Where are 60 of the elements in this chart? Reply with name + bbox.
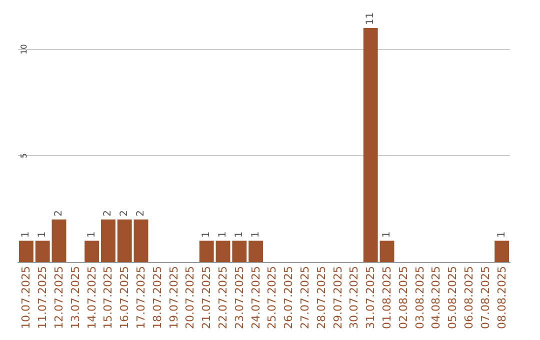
- data-label: 1: [218, 231, 228, 238]
- x-tick-label: 08.08.2025: [495, 266, 508, 330]
- x-tick-label: 14.07.2025: [85, 266, 98, 330]
- data-label: 1: [86, 231, 98, 238]
- x-tick-label: 10.07.2025: [20, 266, 33, 330]
- x-tick-label: 15.07.2025: [102, 266, 115, 330]
- x-tick-label: 19.07.2025: [167, 266, 180, 330]
- x-tick-label: 12.07.2025: [52, 266, 66, 330]
- bar: [18, 240, 34, 262]
- data-label: 1: [37, 231, 48, 238]
- data-label: 1: [201, 231, 212, 238]
- y-tick-label: 10: [20, 44, 28, 54]
- bar: [248, 240, 264, 262]
- x-tick-label: 28.07.2025: [314, 266, 328, 330]
- bar: [494, 240, 510, 262]
- x-tick-label: 24.07.2025: [249, 266, 262, 330]
- bar: [52, 219, 66, 262]
- bar: [100, 219, 116, 262]
- x-tick-label: 22.07.2025: [216, 266, 230, 330]
- data-label: 2: [102, 210, 114, 216]
- x-tick-label: 27.07.2025: [298, 266, 312, 330]
- bar: [35, 240, 50, 262]
- x-tick-label: 29.07.2025: [331, 266, 344, 330]
- x-tick-label: 21.07.2025: [200, 266, 214, 330]
- bar: [117, 219, 132, 262]
- bar: [363, 28, 378, 262]
- x-tick-label: 03.08.2025: [413, 266, 426, 330]
- data-label: 1: [20, 231, 32, 238]
- x-tick-label: 26.07.2025: [282, 266, 296, 330]
- x-tick-label: 13.07.2025: [68, 266, 82, 330]
- bar: [232, 240, 247, 262]
- x-tick-label: 07.08.2025: [478, 266, 492, 330]
- data-label: 2: [54, 210, 64, 216]
- x-tick-label: 25.07.2025: [266, 266, 279, 330]
- bar: [380, 240, 394, 262]
- data-label: 2: [119, 210, 130, 216]
- x-tick-label: 16.07.2025: [118, 266, 132, 330]
- x-tick-label: 23.07.2025: [232, 266, 246, 330]
- x-tick-label: 18.07.2025: [150, 266, 164, 330]
- data-label: 11: [365, 12, 376, 25]
- x-tick-label: 11.07.2025: [36, 266, 50, 330]
- bar: [134, 219, 148, 262]
- x-tick-label: 31.07.2025: [364, 266, 378, 330]
- x-tick-label: 01.08.2025: [380, 266, 394, 330]
- x-tick-label: 20.07.2025: [184, 266, 197, 330]
- x-tick-label: 17.07.2025: [134, 266, 148, 330]
- x-tick-label: 04.08.2025: [430, 266, 443, 330]
- x-tick-label: 06.08.2025: [462, 266, 476, 330]
- data-label: 1: [234, 231, 245, 238]
- bar: [199, 240, 214, 262]
- bar: [84, 240, 100, 262]
- data-label: 1: [250, 231, 262, 238]
- x-tick-label: 30.07.2025: [348, 266, 361, 330]
- x-tick-label: 05.08.2025: [446, 266, 460, 330]
- bar: [216, 240, 230, 262]
- data-label: 1: [382, 231, 392, 238]
- x-tick-label: 02.08.2025: [396, 266, 410, 330]
- data-label: 2: [136, 210, 146, 216]
- y-tick-label: 5: [20, 153, 28, 158]
- data-label: 1: [496, 231, 508, 238]
